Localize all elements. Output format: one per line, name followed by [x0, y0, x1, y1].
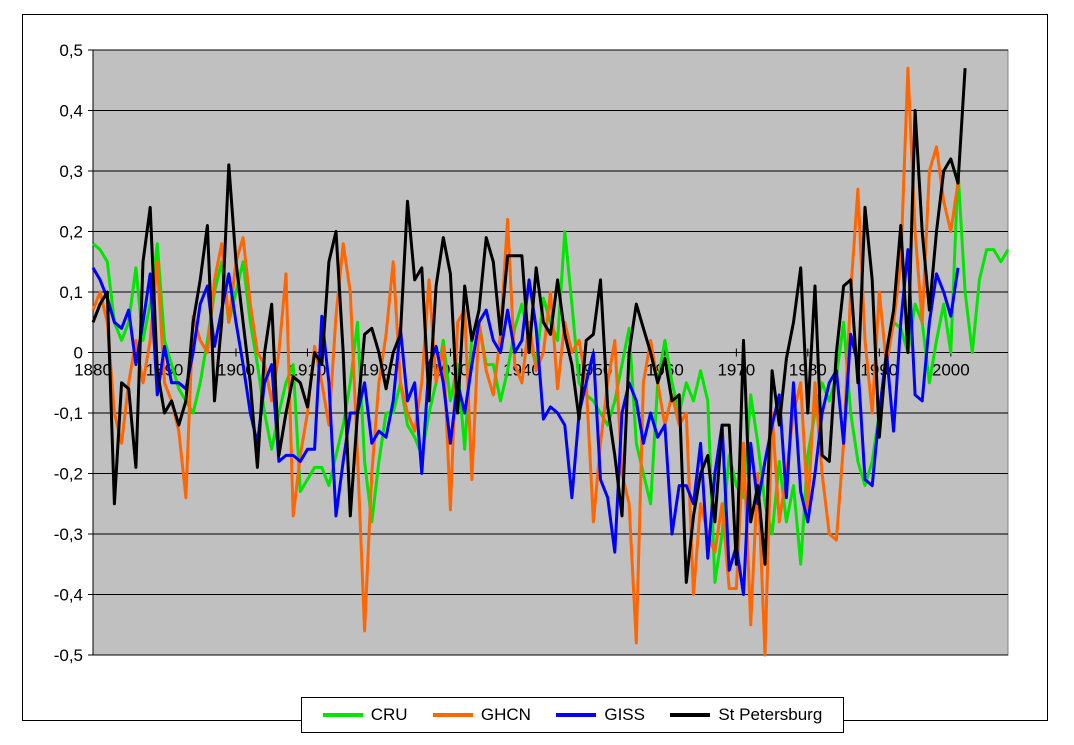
legend-label: CRU [370, 705, 408, 724]
y-tick-label: -0,5 [54, 646, 83, 665]
chart-frame: 0,5 0,4 0,3 0,2 0,1 0 -0,1 -0,2 -0,3 -0,4 -0,5 1880… [22, 14, 1048, 733]
y-tick-label: 0,4 [59, 102, 83, 121]
legend-swatch [322, 713, 363, 717]
y-tick-label: 0,1 [59, 283, 83, 302]
y-tick-label: -0,3 [54, 525, 83, 544]
y-tick-label: -0,1 [54, 404, 83, 423]
legend-swatch [670, 713, 711, 717]
legend-label: GHCN [480, 705, 531, 724]
legend-swatch [556, 713, 597, 717]
legend-label: GISS [604, 705, 645, 724]
x-tick-label: 1880 [74, 361, 112, 380]
x-tick-label: 1940 [503, 361, 541, 380]
y-tick-label: -0,4 [54, 586, 83, 605]
legend-swatch [432, 713, 473, 717]
legend-item: CRU [322, 705, 408, 725]
series-line-cru [92, 169, 1010, 584]
y-tick-label: 0,2 [59, 223, 83, 242]
y-tick-label: 0 [74, 344, 83, 363]
x-tick-label: 2000 [932, 361, 970, 380]
y-tick-label: 0,5 [59, 41, 83, 60]
series-line-st-petersburg [91, 68, 967, 584]
y-tick-label: -0,2 [54, 465, 83, 484]
x-tick-label: 1970 [717, 361, 755, 380]
x-tick-label: 1980 [789, 361, 827, 380]
legend-label: St Petersburg [718, 705, 823, 724]
line-chart: 0,5 0,4 0,3 0,2 0,1 0 -0,1 -0,2 -0,3 -0,4 -0,5 1880… [54, 41, 1010, 665]
y-tick-label: 0,3 [59, 162, 83, 181]
legend-item: GISS [556, 705, 645, 725]
chart-legend: CRU GHCN GISS St Petersburg [301, 697, 844, 733]
legend-item: St Petersburg [670, 705, 822, 725]
legend-item: GHCN [432, 705, 531, 725]
